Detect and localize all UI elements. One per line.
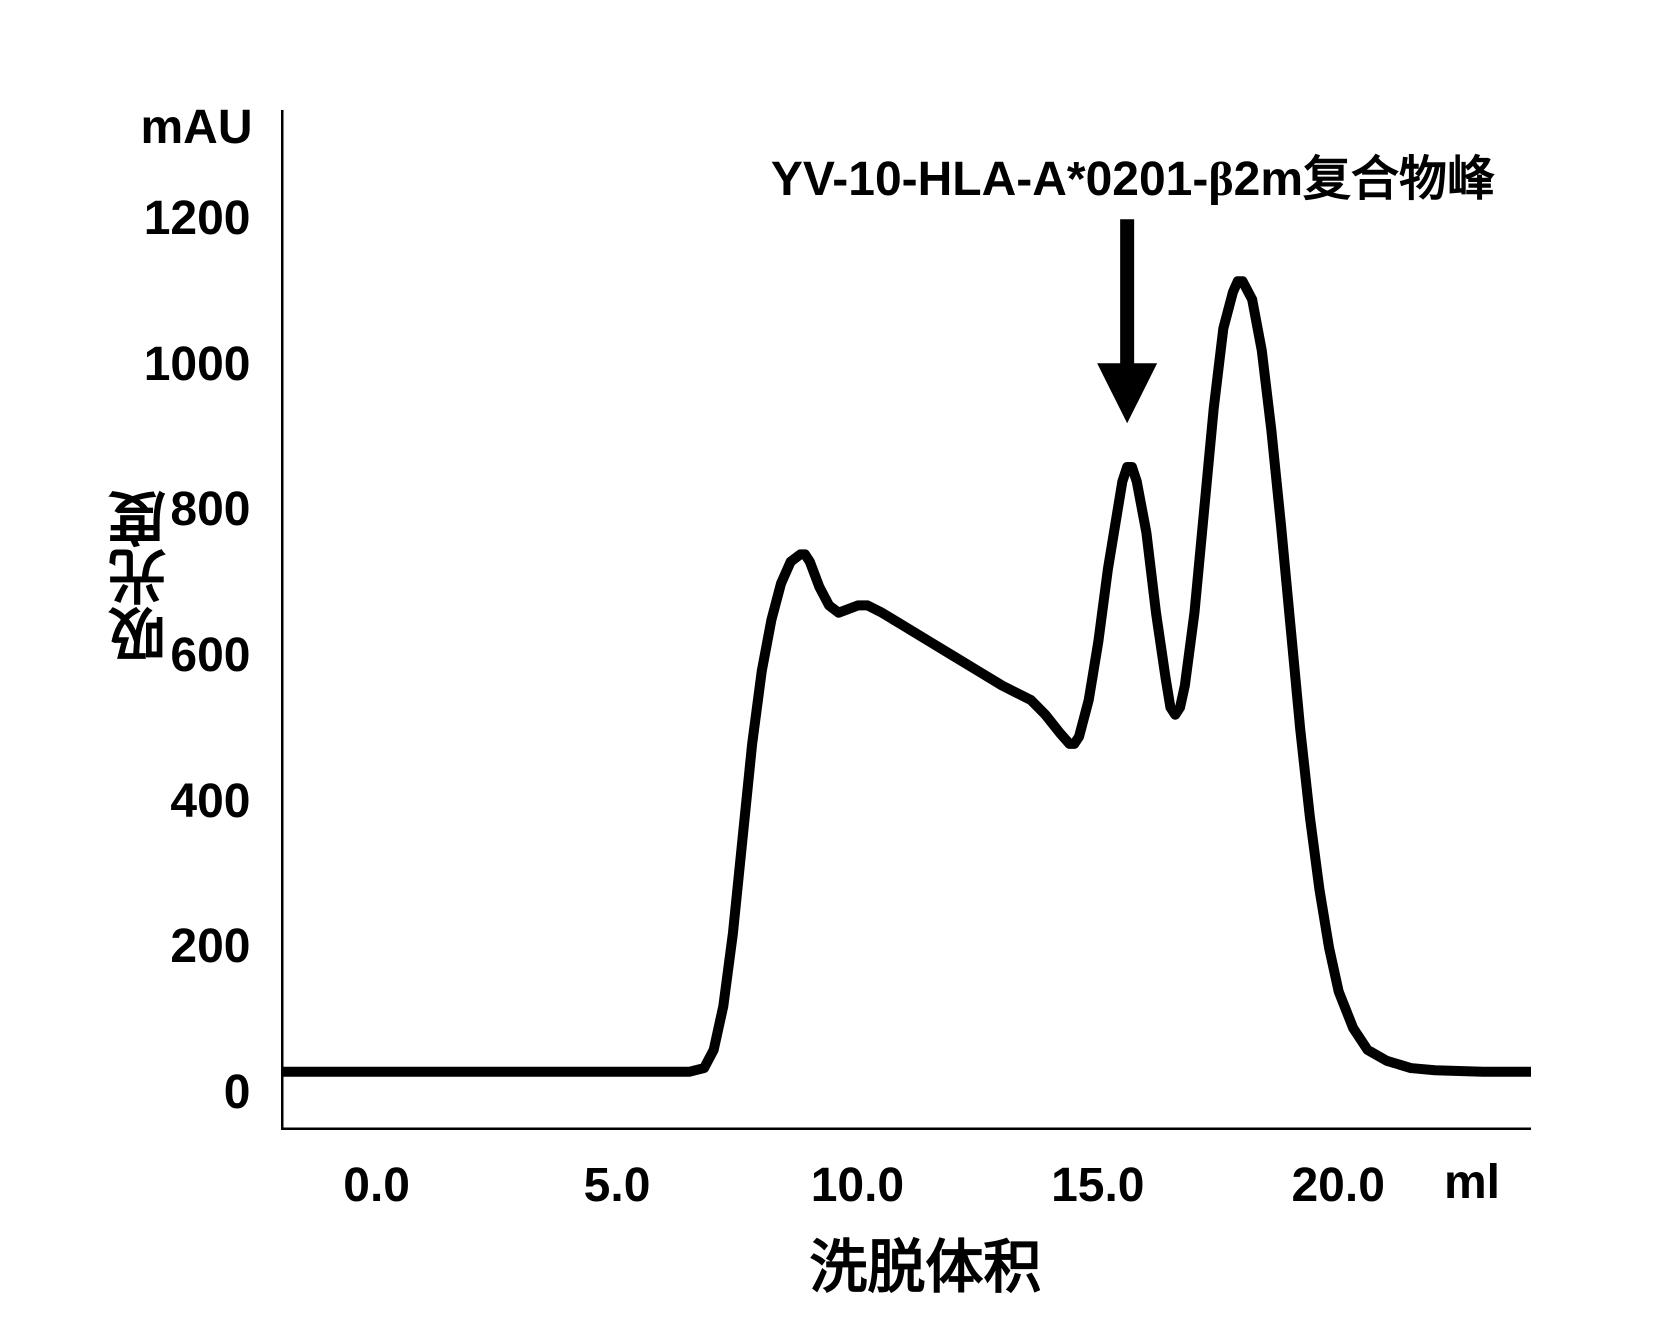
y-tick-label: 400: [131, 774, 251, 829]
y-tick-label: 1200: [131, 191, 251, 246]
x-tick-label: 20.0: [1278, 1158, 1398, 1213]
annotation-label: YV-10-HLA-A*0201-β2m复合物峰: [771, 139, 1495, 209]
y-tick-label: 1000: [131, 337, 251, 392]
y-tick-label: 200: [131, 919, 251, 974]
chart-svg: [281, 110, 1531, 1130]
x-tick-label: 5.0: [557, 1158, 677, 1213]
y-tick-label: 600: [131, 628, 251, 683]
x-axis-title: 洗脱体积: [809, 1220, 1041, 1304]
x-tick-label: 15.0: [1038, 1158, 1158, 1213]
chart-container: mAU ml 吸光度 洗脱体积 YV-10-HLA-A*0201-β2m复合物峰…: [81, 60, 1581, 1260]
y-tick-label: 800: [131, 482, 251, 537]
y-unit-label: mAU: [141, 100, 253, 155]
x-tick-label: 0.0: [317, 1158, 437, 1213]
plot-area: [281, 110, 1531, 1130]
y-tick-label: 0: [131, 1065, 251, 1120]
x-tick-label: 10.0: [797, 1158, 917, 1213]
x-unit-label: ml: [1444, 1155, 1500, 1210]
